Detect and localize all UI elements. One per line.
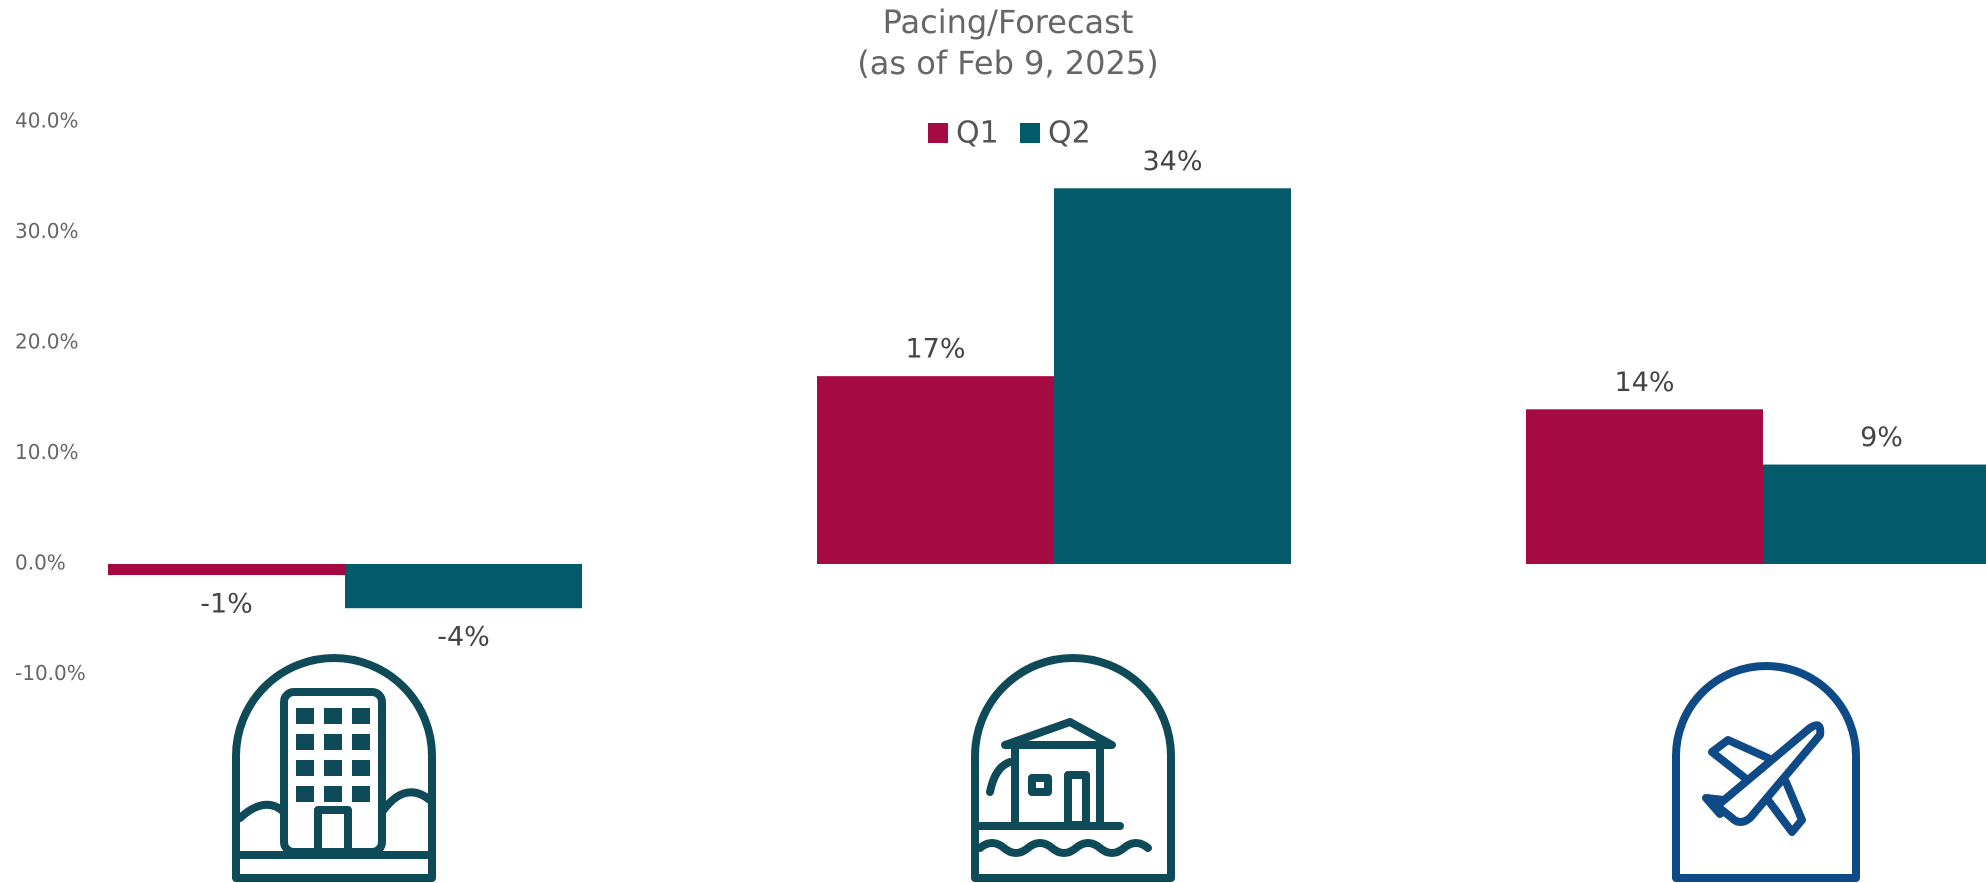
legend-swatch: [928, 123, 948, 143]
value-label: 34%: [1142, 146, 1202, 177]
hotel-icon: [232, 654, 436, 882]
beach-house-icon: [971, 654, 1175, 882]
value-label: -4%: [437, 622, 490, 653]
y-tick-label: 0.0%: [15, 551, 66, 575]
airplane-icon: [1672, 662, 1860, 882]
chart-title: Pacing/Forecast: [883, 3, 1134, 41]
bar: [1054, 188, 1291, 565]
y-tick-label: 40.0%: [15, 109, 79, 133]
value-label: 14%: [1614, 367, 1674, 398]
y-tick-label: 20.0%: [15, 330, 79, 354]
y-tick-label: 30.0%: [15, 219, 79, 243]
y-tick-label: 10.0%: [15, 440, 79, 464]
value-label: 9%: [1860, 422, 1903, 453]
legend-swatch: [1020, 123, 1040, 143]
bar: [108, 564, 345, 576]
value-label: -1%: [200, 589, 253, 620]
legend-label: Q2: [1048, 116, 1091, 151]
chart-subtitle: (as of Feb 9, 2025): [857, 44, 1158, 82]
y-tick-label: -10.0%: [15, 661, 86, 685]
bar: [817, 376, 1054, 564]
value-label: 17%: [905, 334, 965, 365]
legend-label: Q1: [956, 116, 999, 151]
bar: [345, 564, 582, 609]
bar: [1526, 409, 1763, 564]
bar: [1763, 464, 1986, 564]
